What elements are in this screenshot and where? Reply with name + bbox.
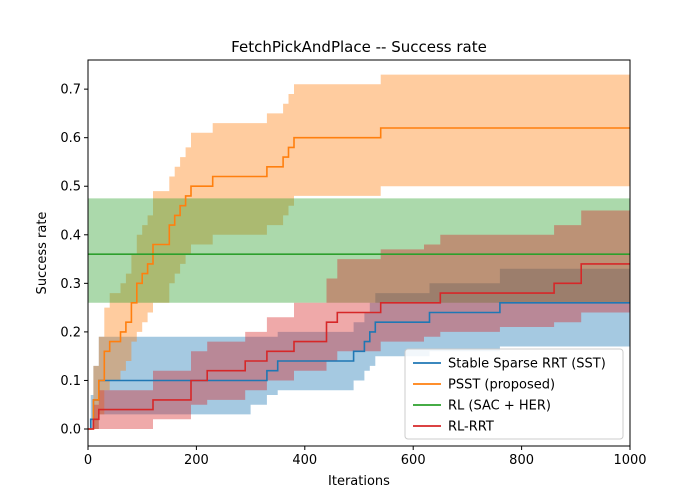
confidence-bands [88, 74, 630, 429]
x-tick-label: 200 [184, 453, 209, 468]
chart-title: FetchPickAndPlace -- Success rate [231, 38, 487, 56]
x-tick-label: 1000 [613, 453, 646, 468]
y-axis-title: Success rate [35, 212, 50, 295]
x-axis: 0 200 400 600 800 1000 [84, 446, 647, 468]
legend-label-stable-sparse-rrt-sst: Stable Sparse RRT (SST) [448, 357, 606, 372]
x-tick-label: 600 [401, 453, 426, 468]
y-axis: 0.0 0.1 0.2 0.3 0.4 0.5 0.6 0.7 [60, 83, 88, 438]
x-axis-title: Iterations [328, 474, 390, 489]
band-rl-rrt [88, 210, 630, 429]
y-tick-label: 0.0 [60, 423, 81, 438]
band-psst-proposed [88, 74, 630, 429]
legend-label-rl-sac-her: RL (SAC + HER) [448, 399, 551, 414]
y-tick-label: 0.6 [60, 131, 81, 146]
y-tick-label: 0.1 [60, 374, 81, 389]
legend-label-psst-proposed: PSST (proposed) [448, 378, 555, 393]
plot-area [88, 74, 630, 430]
y-tick-label: 0.4 [60, 228, 81, 243]
x-tick-label: 800 [509, 453, 534, 468]
y-tick-label: 0.2 [60, 325, 81, 340]
line-rl-rrt [88, 263, 630, 430]
plot-frame [87, 59, 631, 447]
legend-label-rl-rrt: RL-RRT [448, 420, 494, 435]
x-tick-label: 400 [292, 453, 317, 468]
band-rl-sac-her [88, 198, 630, 303]
y-tick-label: 0.3 [60, 277, 81, 292]
y-tick-label: 0.7 [60, 83, 81, 98]
band-stable-sparse-rrt-sst [88, 259, 630, 429]
x-tick-label: 0 [84, 453, 92, 468]
series-lines [88, 127, 630, 430]
legend-box [404, 348, 624, 440]
line-psst-proposed [88, 127, 630, 430]
y-tick-label: 0.5 [60, 180, 81, 195]
legend: Stable Sparse RRT (SST) PSST (proposed) RL… [404, 348, 624, 440]
